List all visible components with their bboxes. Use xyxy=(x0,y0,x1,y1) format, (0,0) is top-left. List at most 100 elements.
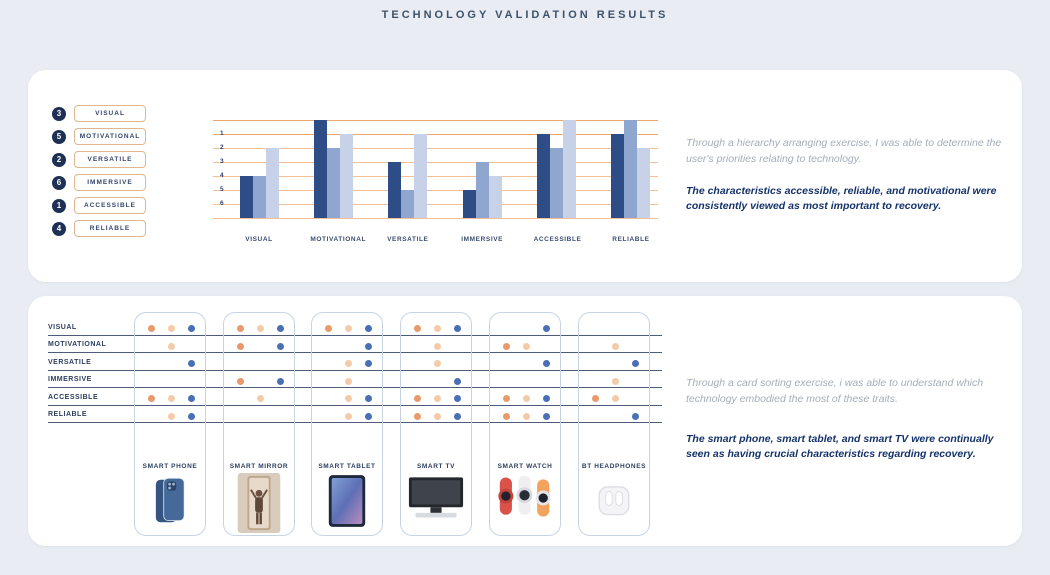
trait-dot-blue xyxy=(364,412,372,420)
trait-dot-orange xyxy=(413,325,421,332)
device-label: SMART PHONE xyxy=(142,463,198,470)
bar-group xyxy=(310,120,356,218)
legend-row: 1 ACCESSIBLE xyxy=(52,194,146,217)
trait-row-label: VERSATILE xyxy=(48,358,92,366)
device-label: SMART WATCH xyxy=(497,463,553,470)
device-card-smart-mirror: SMART MIRROR xyxy=(223,312,295,536)
hierarchy-panel: 3 VISUAL 5 MOTIVATIONAL 2 VERSATILE 6 IMMERSIVE… xyxy=(28,70,1022,282)
trait-dot-peach xyxy=(433,325,441,332)
trait-dot-blue xyxy=(453,377,461,385)
trait-dot-blue xyxy=(276,377,284,385)
y-axis-tick: 5 xyxy=(220,186,224,193)
trait-dot-blue xyxy=(187,395,195,402)
legend-row: 6 IMMERSIVE xyxy=(52,171,146,194)
bar xyxy=(265,148,279,218)
trait-row-label: VISUAL xyxy=(48,323,77,331)
device-label: SMART TV xyxy=(416,463,456,470)
bar xyxy=(401,190,415,218)
x-axis-label: IMMERSIVE xyxy=(461,236,504,243)
trait-dot-blue xyxy=(542,325,550,332)
trait-dot-peach xyxy=(611,377,619,385)
card-sort-insight-muted: Through a card sorting exercise, i was a… xyxy=(686,377,984,405)
trait-dot-peach xyxy=(344,325,352,332)
trait-dot-peach xyxy=(433,342,441,350)
trait-dot-peach xyxy=(167,412,175,420)
priority-legend: 3 VISUAL 5 MOTIVATIONAL 2 VERSATILE 6 IMMERSIVE… xyxy=(52,102,146,240)
trait-dot-blue xyxy=(187,412,195,420)
trait-dot-peach xyxy=(344,360,352,367)
trait-row-line xyxy=(48,352,662,353)
bar xyxy=(637,148,651,218)
bar xyxy=(563,120,577,218)
legend-rank-badge: 3 xyxy=(52,106,66,121)
trait-dot-orange xyxy=(236,342,244,350)
bar xyxy=(475,162,489,218)
device-label: BT HEADPHONES xyxy=(581,463,647,470)
page-title: TECHNOLOGY VALIDATION RESULTS xyxy=(381,9,669,21)
legend-row: 4 RELIABLE xyxy=(52,217,146,240)
trait-dot-blue xyxy=(364,360,372,367)
x-axis-label: MOTIVATIONAL xyxy=(310,236,367,243)
trait-row-line xyxy=(48,387,662,388)
smart-mirror-image xyxy=(224,473,294,533)
trait-dot-blue xyxy=(542,412,550,420)
device-card-smart-tv: SMART TV xyxy=(400,312,472,536)
bar xyxy=(252,176,266,218)
trait-row-line xyxy=(48,369,662,371)
trait-row-line xyxy=(48,334,662,336)
trait-dot-blue xyxy=(276,325,284,332)
bar xyxy=(611,134,625,218)
bar xyxy=(624,120,638,218)
legend-label: RELIABLE xyxy=(74,220,146,237)
trait-dot-orange xyxy=(413,412,421,420)
trait-dot-orange xyxy=(147,325,155,332)
trait-dot-orange xyxy=(413,395,421,402)
bar xyxy=(550,148,564,218)
smart-phone-image xyxy=(135,473,205,529)
bar xyxy=(414,134,428,218)
card-sort-panel: VISUAL MOTIVATIONAL VERSATILE IMMERSIVE ACCE… xyxy=(28,296,1022,546)
x-axis-label: VERSATILE xyxy=(387,236,429,243)
card-sort-matrix: VISUAL MOTIVATIONAL VERSATILE IMMERSIVE ACCE… xyxy=(28,296,688,546)
y-axis-tick: 2 xyxy=(220,144,224,151)
trait-dot-orange xyxy=(147,395,155,402)
trait-dot-blue xyxy=(542,395,550,402)
legend-row: 3 VISUAL xyxy=(52,102,146,125)
trait-dot-blue xyxy=(542,360,550,367)
smart-tv-image xyxy=(401,473,471,521)
trait-dot-peach xyxy=(611,342,619,350)
legend-rank-badge: 2 xyxy=(52,152,66,167)
chart-bars xyxy=(236,112,654,218)
bar-group xyxy=(385,134,431,218)
trait-row-label: IMMERSIVE xyxy=(48,376,92,383)
chart-gridline xyxy=(213,148,658,149)
legend-rank-badge: 6 xyxy=(52,175,66,190)
trait-dot-blue xyxy=(631,360,639,367)
legend-label: IMMERSIVE xyxy=(74,174,146,191)
chart-baseline xyxy=(213,218,658,219)
bar-group xyxy=(459,162,505,218)
trait-dot-peach xyxy=(611,395,619,402)
y-axis-tick: 4 xyxy=(220,172,224,179)
smart-tablet-image xyxy=(312,473,382,529)
trait-dot-peach xyxy=(344,395,352,402)
chart-gridline xyxy=(213,134,658,135)
trait-dot-peach xyxy=(522,395,530,402)
legend-label: VISUAL xyxy=(74,105,146,122)
trait-dot-peach xyxy=(256,395,264,402)
chart-gridline xyxy=(213,204,658,205)
y-axis-tick: 6 xyxy=(220,200,224,207)
chart-gridline xyxy=(213,162,658,163)
x-axis-label: RELIABLE xyxy=(612,236,650,243)
bt-headphones-image xyxy=(579,473,649,523)
bar-group xyxy=(236,148,282,218)
device-card-bt-headphones: BT HEADPHONES xyxy=(578,312,650,536)
chart-x-labels: VISUAL MOTIVATIONAL VERSATILE IMMERSIVE ACCE… xyxy=(236,236,654,243)
ranking-bar-chart: 1 2 3 4 5 6 VISUAL MOTIVATIONAL VERSATILE IMMERSI… xyxy=(210,112,688,272)
bar xyxy=(537,134,551,218)
bar xyxy=(388,162,402,218)
trait-dot-blue xyxy=(364,395,372,402)
card-sort-insight: Through a card sorting exercise, i was a… xyxy=(686,376,1018,463)
trait-dot-blue xyxy=(453,395,461,402)
trait-row-line xyxy=(48,422,662,423)
